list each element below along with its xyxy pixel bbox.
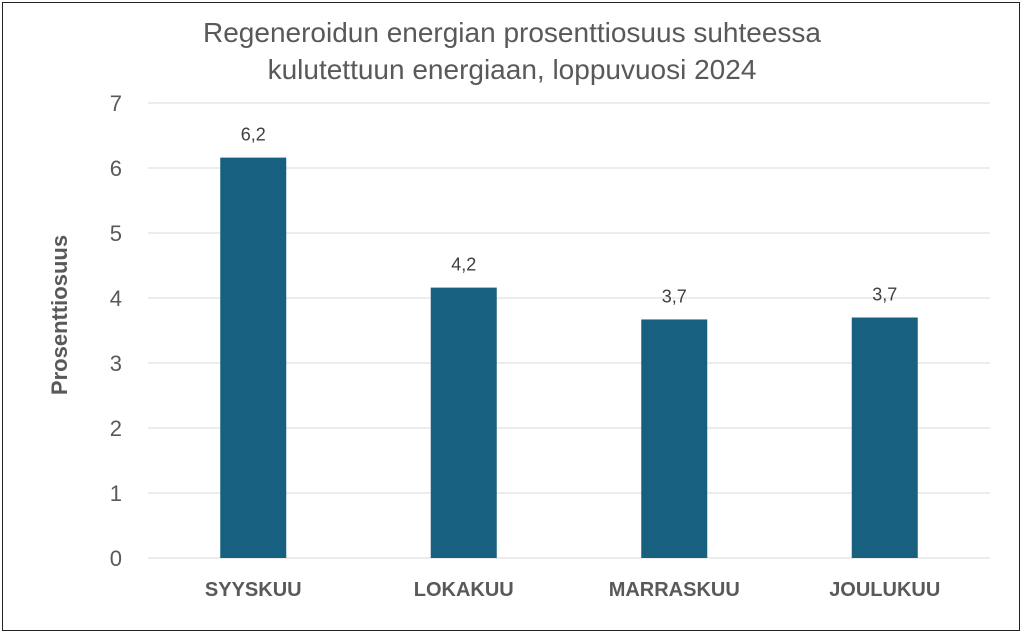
bar-marraskuu	[641, 319, 708, 558]
y-tick-label: 0	[110, 546, 122, 571]
data-label: 4,2	[451, 255, 476, 275]
chart-title: Regeneroidun energian prosenttiosuus suh…	[0, 14, 1024, 88]
chart-title-line-2: kulutettuun energiaan, loppuvuosi 2024	[267, 54, 757, 85]
data-label: 6,2	[241, 125, 266, 145]
chart-title-line-1: Regeneroidun energian prosenttiosuus suh…	[203, 17, 821, 48]
y-tick-label: 3	[110, 351, 122, 376]
data-label: 3,7	[662, 286, 687, 306]
y-tick-label: 4	[110, 286, 122, 311]
x-tick-label: MARRASKUU	[609, 579, 740, 601]
x-tick-label: SYYSKUU	[205, 579, 302, 601]
bar-lokakuu	[430, 287, 497, 558]
data-label: 3,7	[872, 285, 897, 305]
y-tick-label: 5	[110, 221, 122, 246]
y-tick-label: 2	[110, 416, 122, 441]
y-tick-label: 7	[110, 91, 122, 116]
bar-joulukuu	[851, 317, 918, 558]
x-tick-label: LOKAKUU	[414, 579, 514, 601]
y-tick-label: 1	[110, 481, 122, 506]
bar-syyskuu	[220, 157, 287, 558]
x-tick-label: JOULUKUU	[829, 579, 940, 601]
y-tick-label: 6	[110, 156, 122, 181]
